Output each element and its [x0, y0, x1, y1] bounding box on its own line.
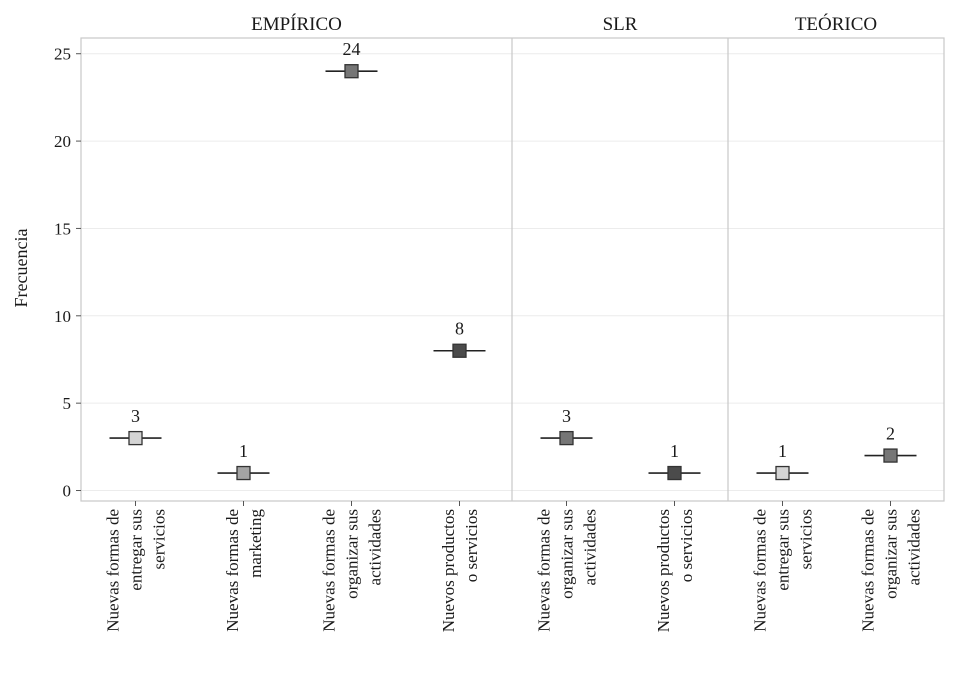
plot-frame	[80, 37, 945, 502]
data-label: 1	[670, 441, 679, 461]
category-label: Nuevas formas de organizar sus actividades	[320, 509, 385, 632]
category-label: Nuevas formas de organizar sus actividades	[859, 509, 924, 632]
category-label-line: Nuevos productos	[654, 509, 673, 632]
category-label-line: entregar sus	[127, 509, 146, 591]
y-tick-label: 25	[54, 45, 71, 64]
category-label-line: organizar sus	[343, 509, 362, 599]
y-tick-label: 5	[63, 394, 72, 413]
category-label-line: Nuevas formas de	[104, 509, 123, 632]
panel-title: EMPÍRICO	[251, 13, 342, 35]
data-label: 3	[562, 406, 571, 426]
category-label-line: Nuevas formas de	[320, 509, 339, 632]
y-tick-label: 0	[63, 482, 72, 501]
category-label-line: entregar sus	[774, 509, 793, 591]
data-label: 3	[131, 406, 140, 426]
y-tick-label: 20	[54, 132, 71, 151]
data-label: 2	[886, 424, 895, 444]
category-label: Nuevos productos o servicios	[654, 509, 696, 632]
data-point	[883, 448, 898, 463]
data-label: 8	[455, 319, 464, 339]
category-label-line: organizar sus	[558, 509, 577, 599]
category-label-line: Nuevas formas de	[859, 509, 878, 632]
category-label-line: marketing	[246, 509, 265, 578]
category-label: Nuevas formas de entregar sus servicios	[104, 509, 169, 632]
category-label-line: organizar sus	[882, 509, 901, 599]
category-label-line: actividades	[581, 509, 600, 585]
data-label: 1	[239, 441, 248, 461]
panel-title: SLR	[603, 14, 638, 35]
category-label: Nuevas formas de entregar sus servicios	[751, 509, 816, 632]
category-label-line: actividades	[366, 509, 385, 585]
y-tick-label: 10	[54, 307, 71, 326]
panel-1: SLR 3 Nuevas formas de organizar sus activid…	[535, 14, 701, 632]
category-label-line: Nuevas formas de	[535, 509, 554, 632]
category-label-line: Nuevas formas de	[751, 509, 770, 632]
category-label-line: actividades	[905, 509, 924, 585]
data-point	[775, 465, 790, 481]
category-label-line: o servicios	[462, 509, 481, 582]
data-label: 1	[778, 441, 787, 461]
category-label-line: servicios	[797, 509, 816, 569]
category-label: Nuevas formas de organizar sus actividades	[535, 509, 600, 632]
data-point	[559, 430, 574, 446]
category-label-line: servicios	[150, 509, 169, 569]
data-point	[344, 64, 359, 79]
category-label-line: Nuevas formas de	[223, 509, 242, 632]
panel-title: TEÓRICO	[795, 13, 877, 35]
data-point	[452, 343, 467, 358]
category-label-line: o servicios	[677, 509, 696, 582]
data-point	[667, 465, 682, 481]
y-axis-label: Frecuencia	[11, 229, 31, 308]
data-point	[128, 430, 143, 446]
y-tick-label: 15	[54, 219, 71, 238]
category-label-line: Nuevos productos	[439, 509, 458, 632]
category-label: Nuevas formas de marketing	[223, 509, 265, 632]
category-label: Nuevos productos o servicios	[439, 509, 481, 632]
data-label: 24	[343, 39, 361, 59]
y-axis: 0 5 10 15 20 25	[54, 45, 81, 501]
data-point	[236, 465, 251, 481]
